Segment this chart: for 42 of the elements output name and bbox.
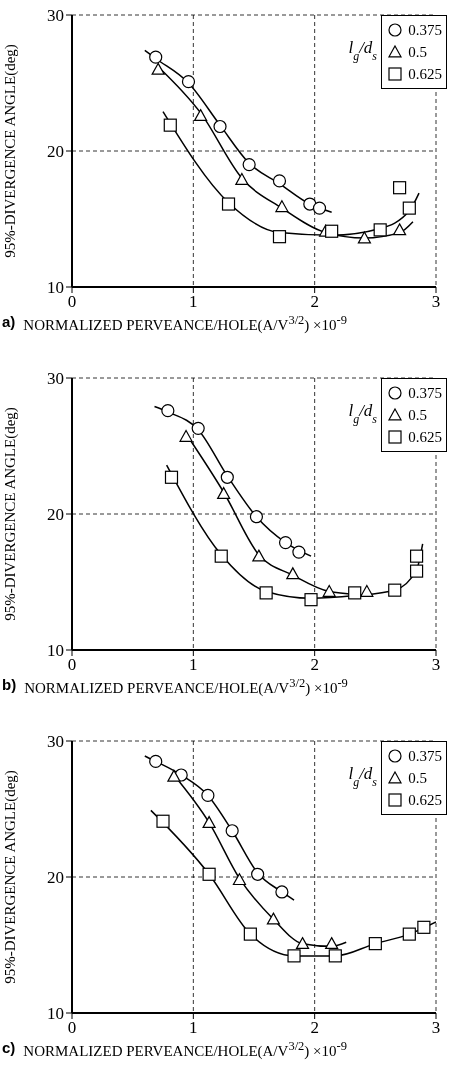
legend-label: 0.375 [408,21,442,39]
legend-label: 0.375 [408,747,442,765]
x-tick-label: 2 [310,655,319,675]
legend-title: l$_{g}$/d$_{s}$ [348,764,378,789]
legend-label: 0.5 [408,406,427,424]
x-axis-title: NORMALIZED PERVEANCE/HOLE(A/V$^{3/2}$) ×10$^{-9}$ [23,313,347,334]
y-tick-label: 10 [47,278,64,298]
legend-label: 0.5 [408,769,427,787]
y-axis-title: 95%-DIVERGENCE ANGLE(deg) [2,770,20,984]
legend-label: 0.375 [408,384,442,402]
legend-label: 0.625 [408,428,442,446]
x-tick-label: 1 [189,655,198,675]
y-tick-label: 10 [47,641,64,661]
y-tick-label: 20 [47,868,64,888]
x-tick-label: 2 [310,292,319,312]
text: c) [2,1039,16,1058]
legend-label: 0.625 [408,791,442,809]
x-axis-title: NORMALIZED PERVEANCE/HOLE(A/V$^{3/2}$) ×10$^{-9}$ [23,1039,347,1060]
y-tick-label: 30 [47,369,64,389]
x-tick-label: 2 [310,1018,319,1038]
y-axis-title: 95%-DIVERGENCE ANGLE(deg) [2,44,20,258]
x-tick-label: 1 [189,292,198,312]
y-tick-label: 30 [47,6,64,26]
y-tick-label: 10 [47,1004,64,1024]
x-tick-label: 1 [189,1018,198,1038]
legend-title: l$_{g}$/d$_{s}$ [348,38,378,63]
y-tick-label: 20 [47,505,64,525]
x-axis-title: NORMALIZED PERVEANCE/HOLE(A/V$^{3/2}$) ×10$^{-9}$ [24,676,348,697]
x-tick-label: 0 [67,292,77,312]
text: b) [2,676,17,695]
x-tick-label: 0 [67,1018,77,1038]
x-tick-label: 3 [431,655,441,675]
legend-title: l$_{g}$/d$_{s}$ [348,401,378,426]
y-tick-label: 30 [47,732,64,752]
x-tick-label: 3 [431,1018,441,1038]
legend-label: 0.625 [408,65,442,83]
y-tick-label: 20 [47,142,64,162]
legend-label: 0.5 [408,43,427,61]
x-tick-label: 3 [431,292,441,312]
y-axis-title: 95%-DIVERGENCE ANGLE(deg) [2,407,20,621]
text: a) [2,313,16,332]
x-tick-label: 0 [67,655,77,675]
